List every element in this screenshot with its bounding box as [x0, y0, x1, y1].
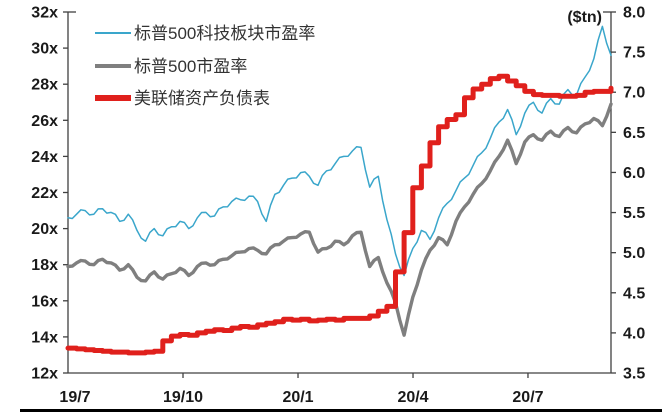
left-axis-tick-label: 14x [31, 329, 58, 346]
x-axis-tick-label: 19/10 [163, 389, 203, 406]
legend-label-sp500-pe: 标普500市盈率 [134, 57, 247, 76]
axes [63, 11, 616, 378]
right-axis-tick-label: 7.0 [623, 85, 645, 102]
legend: 标普500科技板块市盈率 标普500市盈率 美联储资产负债表 [95, 24, 315, 108]
axis-tick-labels: 32x 30x 28x 26x 24x 22x 20x 18x 16x 14x 12x 8.0 7.5 7… [31, 5, 645, 407]
x-axis-tick-label: 20/7 [512, 389, 543, 406]
left-axis-tick-label: 16x [31, 293, 58, 310]
left-axis-tick-label: 20x [31, 221, 58, 238]
figure-bottom-rule [20, 409, 662, 412]
series-lines [65, 25, 614, 356]
x-axis-tick-label: 20/4 [397, 389, 428, 406]
left-axis-tick-label: 28x [31, 77, 58, 94]
left-axis-tick-label: 24x [31, 149, 58, 166]
left-axis-tick-label: 12x [31, 366, 58, 383]
right-axis-tick-label: 6.5 [623, 125, 645, 142]
right-axis-tick-label: 3.5 [623, 366, 645, 383]
series-line-1 [66, 102, 613, 337]
right-axis-tick-label: 8.0 [623, 5, 645, 22]
right-axis-tick-label: 5.5 [623, 205, 645, 222]
right-axis-tick-label: 4.5 [623, 285, 645, 302]
left-axis-tick-label: 32x [31, 5, 58, 22]
legend-label-fed-balance-sheet: 美联储资产负债表 [134, 89, 270, 108]
legend-label-sp500-tech-pe: 标普500科技板块市盈率 [134, 24, 315, 43]
right-axis-tick-label: 6.0 [623, 165, 645, 182]
left-axis-tick-label: 18x [31, 257, 58, 274]
right-axis-tick-label: 4.0 [623, 325, 645, 342]
right-axis-tick-label: 5.0 [623, 245, 645, 262]
left-axis-tick-label: 26x [31, 113, 58, 130]
series-line-0 [67, 25, 612, 277]
left-axis-tick-label: 22x [31, 185, 58, 202]
x-axis-tick-label: 20/1 [282, 389, 313, 406]
left-axis-tick-label: 30x [31, 41, 58, 58]
right-axis-tick-label: 7.5 [623, 45, 645, 62]
right-axis-unit-label: ($tn) [567, 9, 602, 26]
x-axis-tick-label: 19/7 [59, 389, 90, 406]
series-line-2 [65, 73, 614, 356]
